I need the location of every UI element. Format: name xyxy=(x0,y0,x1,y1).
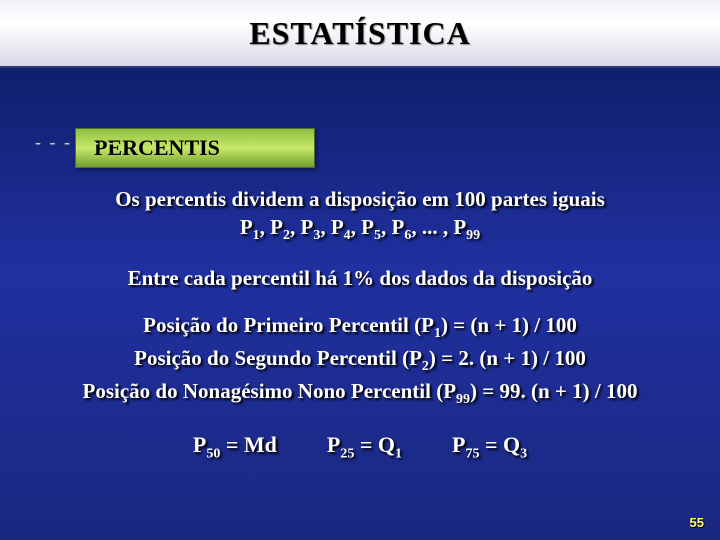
page-title: ESTATÍSTICA xyxy=(249,15,470,52)
eq-p50: P50 = Md xyxy=(193,432,277,462)
header-bar: ESTATÍSTICA xyxy=(0,0,720,68)
p-item: P5, xyxy=(361,215,391,239)
p-item: P1, xyxy=(240,215,270,239)
p-item: P6, xyxy=(391,215,421,239)
between-line: Entre cada percentil há 1% dos dados da … xyxy=(0,264,720,292)
pos-line-2: Posição do Segundo Percentil (P2) = 2. (… xyxy=(0,344,720,377)
equations-row: P50 = Md P25 = Q1 P75 = Q3 xyxy=(0,432,720,462)
content-area: Os percentis dividem a disposição em 100… xyxy=(0,185,720,462)
positions-block: Posição do Primeiro Percentil (P1) = (n … xyxy=(0,311,720,410)
intro-line: Os percentis dividem a disposição em 100… xyxy=(0,185,720,213)
p-item: P3, xyxy=(301,215,331,239)
ellipsis: ... xyxy=(422,215,438,239)
p-item-last: , P99 xyxy=(443,215,480,239)
between-block: Entre cada percentil há 1% dos dados da … xyxy=(0,264,720,292)
eq-p25: P25 = Q1 xyxy=(327,432,402,462)
intro-block: Os percentis dividem a disposição em 100… xyxy=(0,185,720,246)
section-label-container: - - - - - - PERCENTIS xyxy=(75,128,315,168)
percentile-list: P1, P2, P3, P4, P5, P6, ... , P99 xyxy=(0,213,720,246)
p-item: P2, xyxy=(270,215,300,239)
eq-p75: P75 = Q3 xyxy=(452,432,527,462)
dash-decoration: - - - - - - xyxy=(35,132,115,153)
p-item: P4, xyxy=(331,215,361,239)
pos-line-99: Posição do Nonagésimo Nono Percentil (P9… xyxy=(0,377,720,410)
pos-line-1: Posição do Primeiro Percentil (P1) = (n … xyxy=(0,311,720,344)
page-number: 55 xyxy=(690,515,704,530)
